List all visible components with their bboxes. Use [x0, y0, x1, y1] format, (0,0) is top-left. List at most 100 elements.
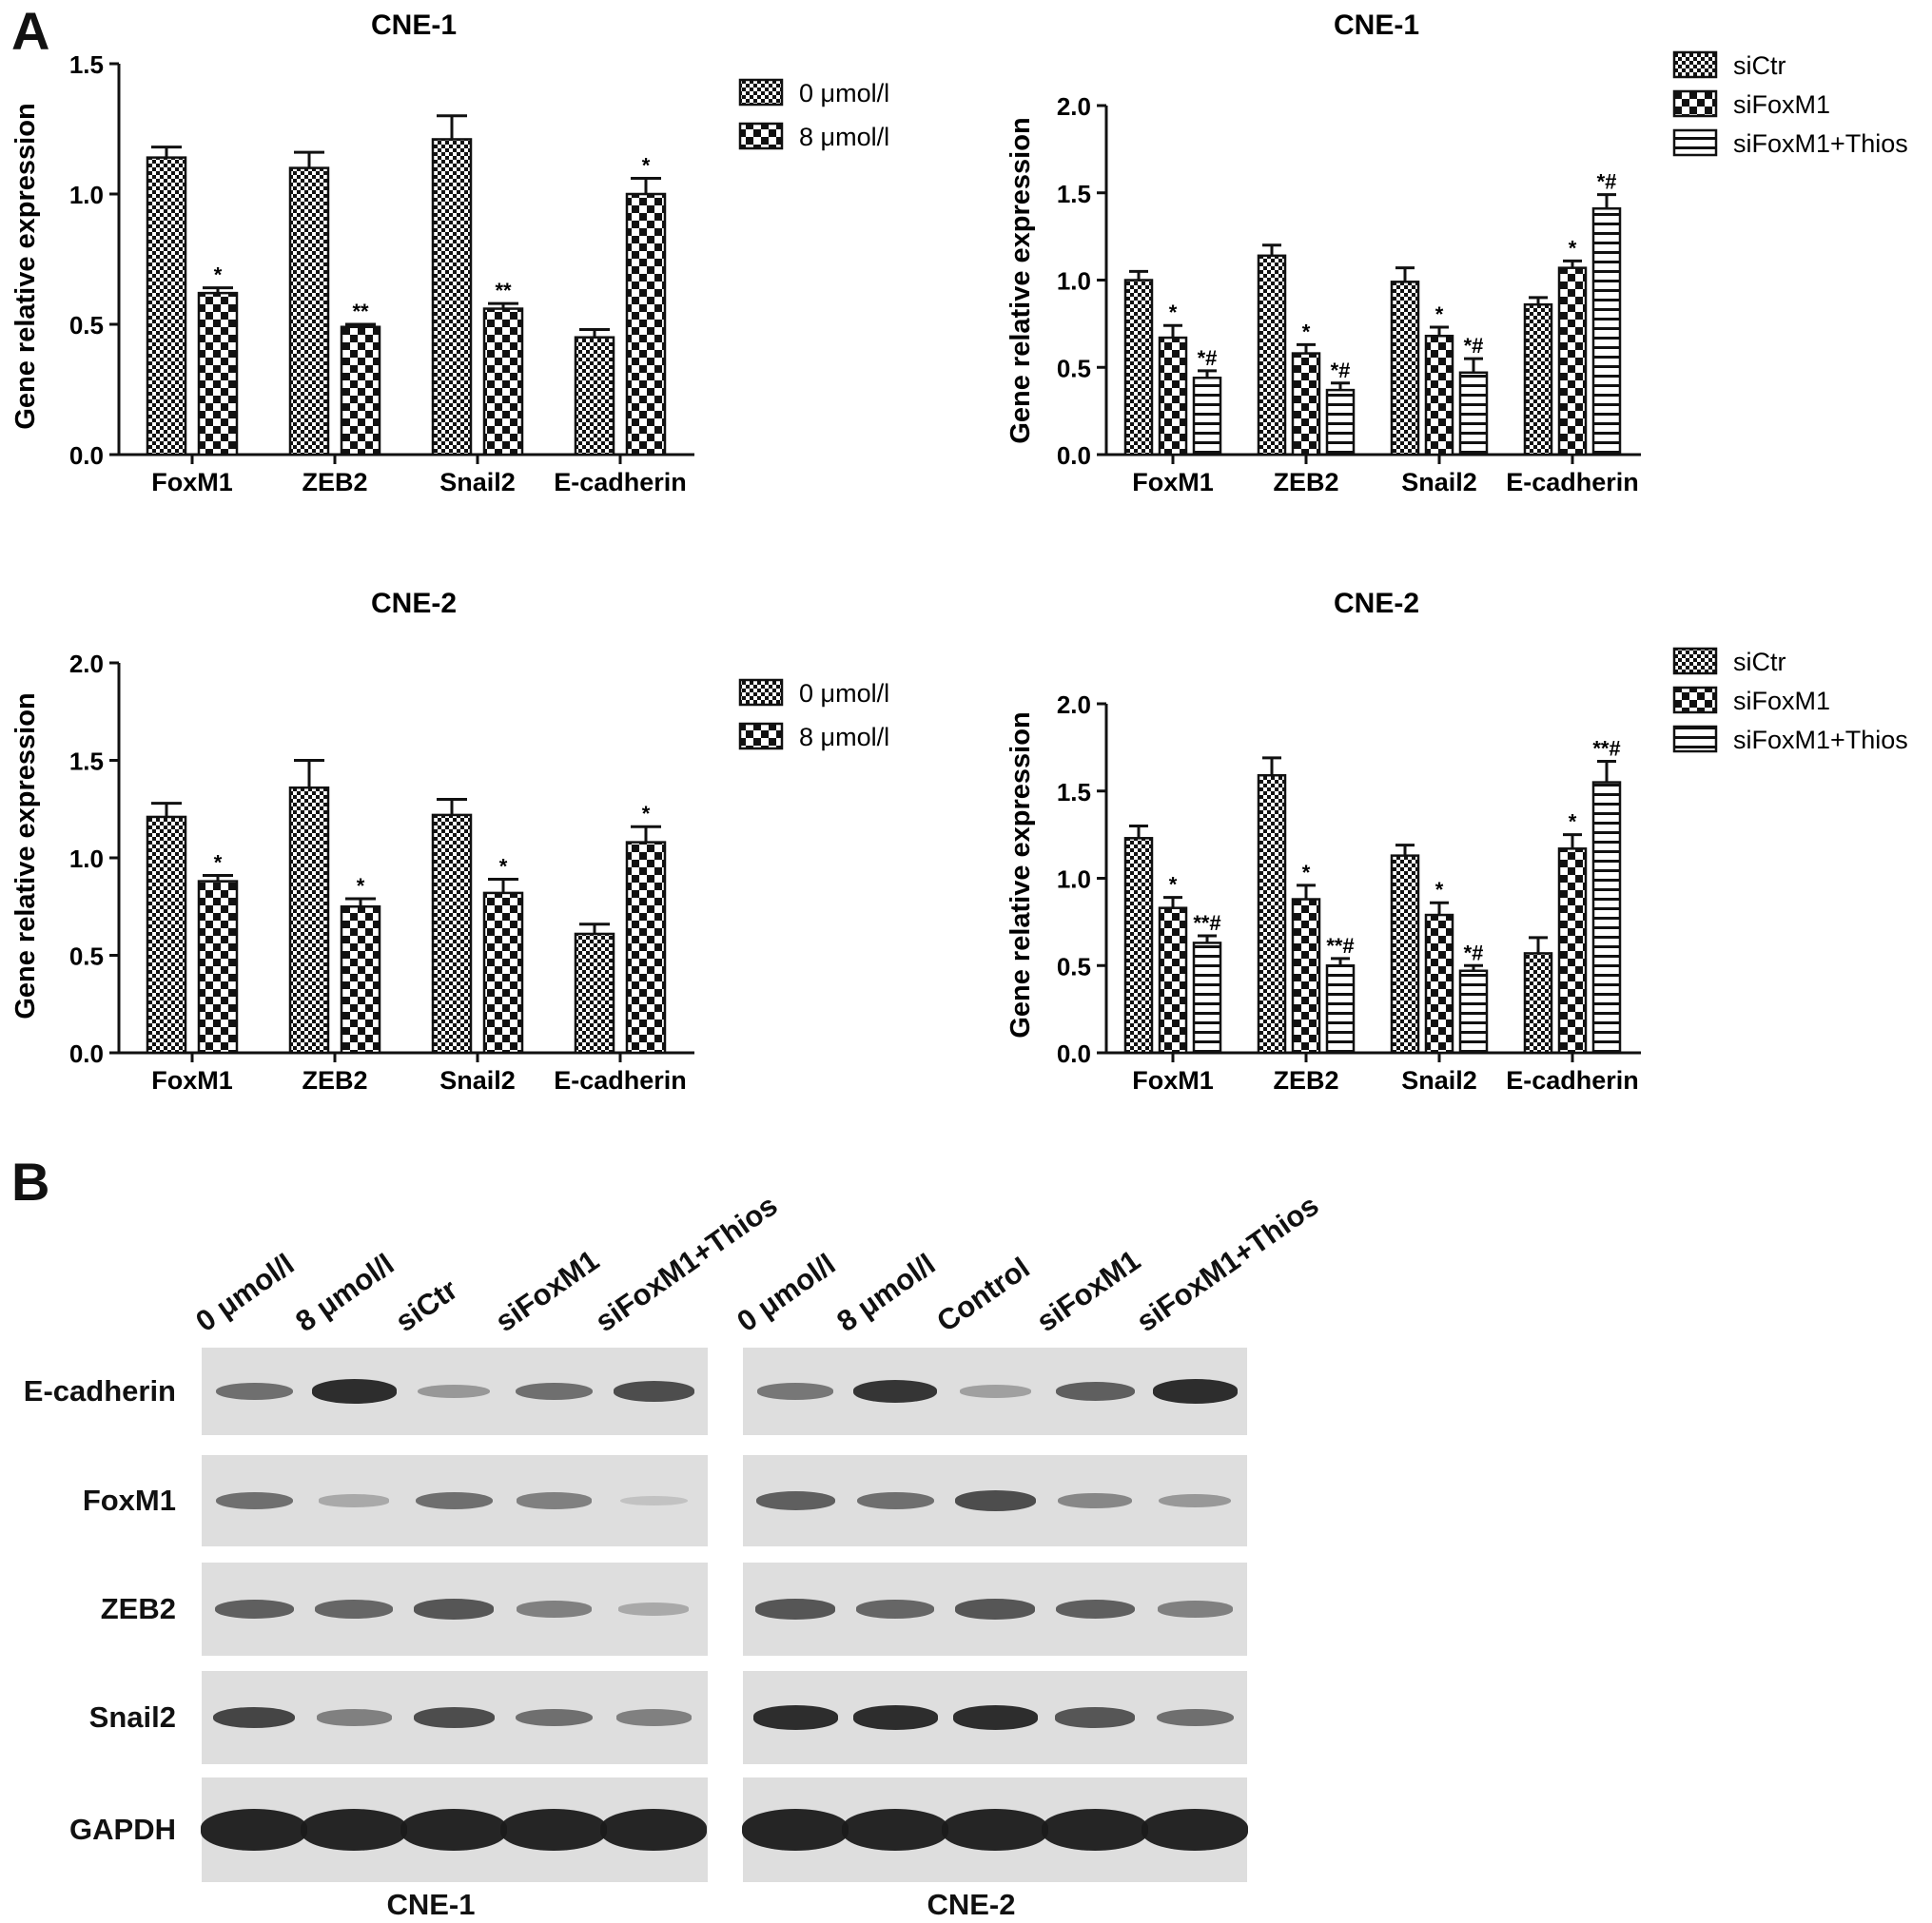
legend-swatch [738, 122, 784, 150]
protein-band [215, 1382, 293, 1401]
x-tick-label: FoxM1 [151, 468, 233, 496]
protein-band [1055, 1599, 1135, 1620]
significance-mark: *# [1464, 941, 1484, 964]
bar [1390, 281, 1420, 456]
legend-swatch [1672, 647, 1718, 675]
protein-band [615, 1709, 692, 1726]
significance-mark: * [214, 263, 223, 287]
significance-mark: *# [1198, 346, 1218, 370]
legend-swatch [1672, 50, 1718, 79]
lane-label: Control [930, 1251, 1036, 1339]
protein-band [301, 1809, 407, 1851]
lane-label: siFoxM1+Thios [1130, 1188, 1325, 1339]
row-label: E-cadherin [23, 1374, 176, 1408]
chart-title: CNE-2 [1334, 588, 1419, 619]
lane-label: siCtr [389, 1272, 464, 1339]
bar [431, 813, 473, 1055]
protein-band [954, 1490, 1036, 1511]
y-tick-label: 1.0 [1057, 865, 1091, 894]
legend-label: siCtr [1733, 51, 1786, 80]
legend-swatch [1672, 128, 1718, 157]
protein-band [213, 1706, 295, 1729]
significance-mark: * [1169, 873, 1178, 897]
bar-charts-panel-a: CNE-1 Gene relative expression 0.0 0.5 1.0 1.… [10, 10, 1908, 1095]
bar [340, 905, 381, 1055]
bar [431, 138, 473, 456]
legend-label: siFoxM1+Thios [1733, 726, 1908, 754]
bar [1523, 952, 1553, 1055]
lane-label: siFoxM1 [1030, 1243, 1147, 1339]
legend-label: siFoxM1 [1733, 90, 1830, 119]
bar [574, 336, 615, 456]
significance-mark: * [642, 802, 651, 826]
y-tick-label: 0.5 [69, 942, 104, 971]
bar [625, 192, 667, 456]
significance-mark: * [1435, 302, 1444, 326]
x-tick-label: FoxM1 [151, 1066, 233, 1095]
protein-band [942, 1809, 1048, 1851]
protein-band [1142, 1809, 1248, 1851]
x-tick-label: FoxM1 [1132, 468, 1214, 496]
protein-band [1159, 1493, 1231, 1508]
bar [1458, 371, 1489, 456]
x-tick-label: E-cadherin [554, 1066, 687, 1095]
lane-label: siFoxM1 [489, 1243, 606, 1339]
row-label: FoxM1 [82, 1484, 176, 1517]
bar [340, 325, 381, 456]
protein-band [1156, 1708, 1234, 1727]
significance-mark: * [1569, 236, 1577, 260]
panel-label-a: A [11, 1, 50, 61]
bar [1390, 854, 1420, 1055]
x-tick-label: ZEB2 [1273, 468, 1338, 496]
significance-mark: *# [1331, 359, 1351, 382]
y-tick-label: 1.0 [69, 845, 104, 873]
legend-label: 8 μmol/l [799, 723, 889, 751]
y-tick-label: 1.5 [69, 748, 104, 776]
protein-band [500, 1809, 607, 1851]
protein-band [516, 1601, 592, 1618]
significance-mark: ** [352, 300, 369, 323]
protein-band [755, 1599, 835, 1620]
y-axis-label: Gene relative expression [1005, 117, 1036, 443]
protein-band [1042, 1809, 1148, 1851]
row-label: GAPDH [69, 1813, 176, 1846]
legend-swatch [1672, 89, 1718, 118]
bar [1557, 847, 1588, 1055]
protein-band [311, 1379, 397, 1404]
y-axis-label: Gene relative expression [10, 692, 41, 1019]
protein-band [413, 1707, 495, 1728]
y-tick-label: 0.5 [69, 311, 104, 340]
bar [1325, 964, 1356, 1055]
significance-mark: * [357, 874, 365, 898]
protein-band [414, 1599, 494, 1620]
x-tick-label: E-cadherin [554, 468, 687, 496]
bar [1523, 302, 1553, 456]
significance-mark: * [214, 850, 223, 874]
significance-mark: *# [1464, 334, 1484, 358]
x-tick-label: ZEB2 [302, 1066, 367, 1095]
protein-band [516, 1492, 592, 1509]
protein-band [215, 1491, 293, 1510]
y-tick-label: 0.0 [1057, 441, 1091, 470]
protein-band [214, 1599, 294, 1620]
protein-band [400, 1809, 507, 1851]
x-tick-label: Snail2 [439, 468, 516, 496]
protein-band [752, 1705, 838, 1730]
significance-mark: * [642, 154, 651, 178]
bar [1325, 388, 1356, 456]
protein-band [1152, 1379, 1238, 1404]
bar [197, 291, 239, 456]
protein-band [955, 1599, 1035, 1620]
x-tick-label: Snail2 [1401, 1066, 1477, 1095]
bar [197, 880, 239, 1055]
chart-title: CNE-1 [371, 10, 457, 41]
y-tick-label: 1.5 [1057, 778, 1091, 806]
significance-mark: * [1302, 861, 1311, 884]
lane-label: 8 μmol/l [289, 1247, 400, 1339]
legend-label: 0 μmol/l [799, 79, 889, 107]
legend-label: siFoxM1 [1733, 687, 1830, 715]
protein-band [852, 1705, 938, 1730]
protein-band [515, 1382, 593, 1401]
bar [1158, 906, 1188, 1055]
bar [288, 166, 330, 456]
